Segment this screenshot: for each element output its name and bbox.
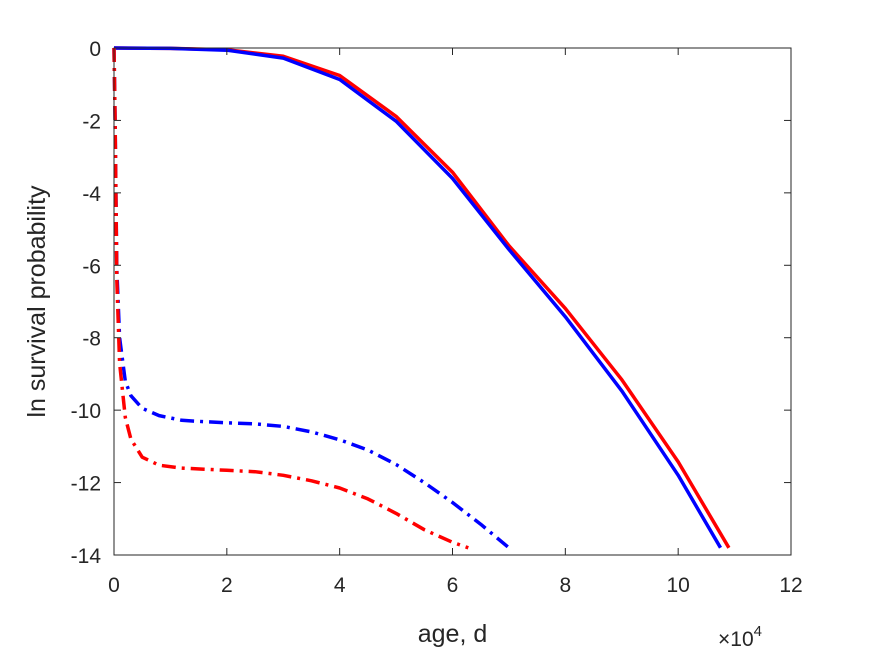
x-tick-label: 10 [666, 574, 689, 597]
x-axis-exponent: ×104 [718, 623, 762, 651]
x-axis-label: age, d [418, 620, 488, 648]
series-line-3-dashdot [112, 47, 511, 550]
series-layer [112, 46, 731, 550]
y-tick-label: -2 [82, 110, 101, 133]
y-tick-label: -8 [82, 328, 101, 351]
y-tick-label: -10 [71, 400, 101, 423]
y-tick-label: 0 [89, 38, 101, 61]
x-axis-exponent-power: 4 [754, 623, 762, 640]
x-tick-label: 12 [779, 574, 802, 597]
y-tick-label: -4 [82, 183, 101, 206]
x-axis-exponent-base: ×10 [718, 628, 754, 651]
y-axis-label: ln survival probability [23, 185, 51, 418]
y-tick-label: -12 [71, 473, 101, 496]
x-ticks: 0 2 4 6 8 10 12 [108, 48, 803, 597]
y-ticks: 0 -2 -4 -6 -8 -10 -12 -14 [71, 38, 791, 568]
y-tick-label: -14 [71, 545, 102, 568]
x-tick-label: 8 [559, 574, 571, 597]
series-line-2-solid [113, 46, 723, 549]
x-tick-label: 2 [221, 574, 233, 597]
x-tick-label: 6 [447, 574, 459, 597]
y-tick-label: -6 [82, 255, 101, 278]
x-tick-label: 0 [108, 574, 120, 597]
series-line-4-dashdot [112, 47, 469, 550]
x-tick-label: 4 [334, 574, 346, 597]
